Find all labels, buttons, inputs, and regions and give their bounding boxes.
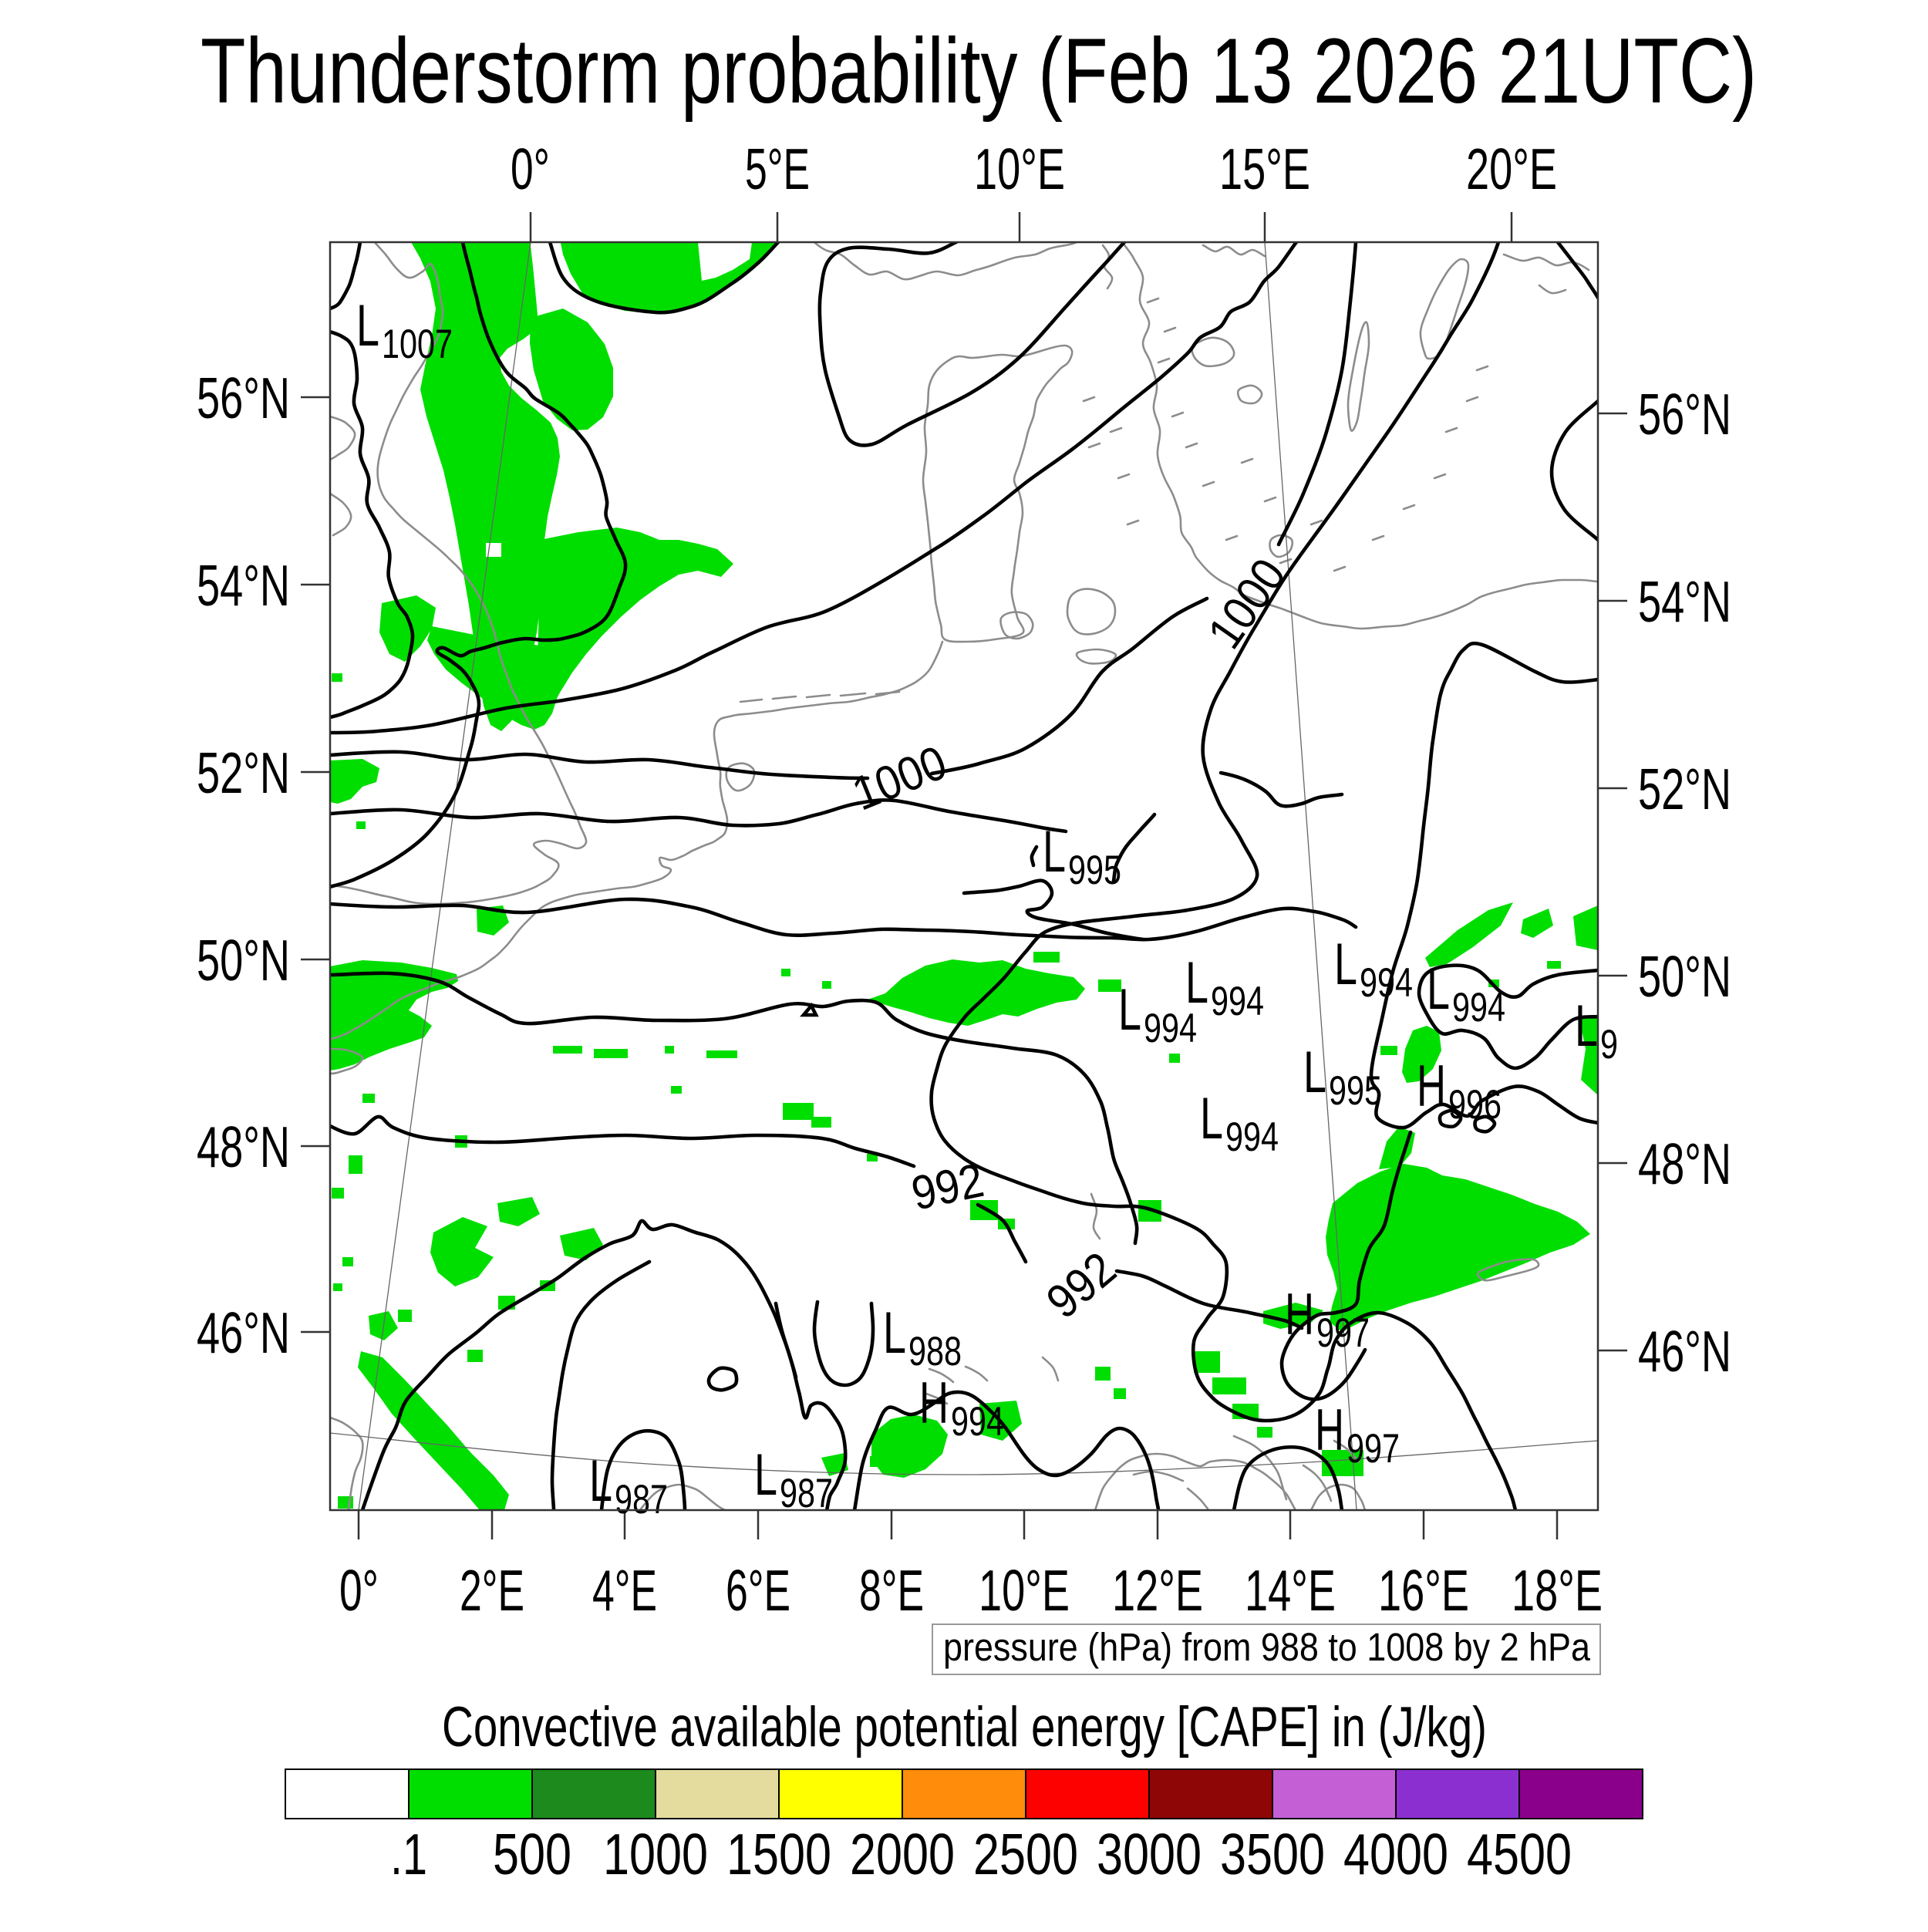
- svg-text:20°E: 20°E: [1466, 137, 1557, 201]
- svg-text:994: 994: [1144, 1006, 1197, 1051]
- svg-text:1007: 1007: [382, 322, 453, 367]
- svg-text:56°N: 56°N: [197, 366, 290, 430]
- svg-text:H: H: [1285, 1282, 1314, 1347]
- svg-text:997: 997: [1316, 1310, 1370, 1356]
- svg-text:995: 995: [1068, 848, 1121, 893]
- svg-text:H: H: [1315, 1398, 1344, 1463]
- svg-text:L: L: [1427, 956, 1450, 1022]
- svg-text:3000: 3000: [1097, 1822, 1202, 1886]
- svg-text:pressure (hPa) from 988 to 100: pressure (hPa) from 988 to 1008 by 2 hPa: [943, 1625, 1591, 1669]
- svg-text:994: 994: [1360, 960, 1413, 1006]
- svg-text:10°E: 10°E: [979, 1558, 1070, 1623]
- svg-text:997: 997: [1347, 1426, 1400, 1472]
- svg-text:H: H: [919, 1371, 949, 1436]
- svg-text:15°E: 15°E: [1219, 137, 1310, 201]
- svg-text:996: 996: [1448, 1082, 1502, 1128]
- svg-text:46°N: 46°N: [1638, 1319, 1731, 1384]
- svg-text:3500: 3500: [1220, 1822, 1325, 1886]
- svg-text:L: L: [883, 1300, 906, 1366]
- svg-text:L: L: [589, 1448, 612, 1514]
- svg-text:L: L: [1185, 950, 1208, 1016]
- svg-text:.1: .1: [390, 1822, 427, 1886]
- svg-text:8°E: 8°E: [859, 1558, 924, 1623]
- svg-text:2°E: 2°E: [460, 1558, 524, 1623]
- svg-text:14°E: 14°E: [1245, 1558, 1336, 1623]
- svg-text:L: L: [754, 1442, 777, 1508]
- svg-text:987: 987: [615, 1477, 668, 1522]
- svg-text:988: 988: [908, 1329, 962, 1374]
- svg-text:L: L: [356, 293, 379, 359]
- svg-text:994: 994: [951, 1399, 1004, 1445]
- svg-text:2000: 2000: [850, 1822, 955, 1886]
- svg-text:52°N: 52°N: [197, 740, 290, 805]
- svg-text:18°E: 18°E: [1512, 1558, 1603, 1623]
- svg-text:L: L: [1303, 1040, 1326, 1105]
- svg-text:0°: 0°: [511, 137, 550, 201]
- svg-text:L: L: [1043, 819, 1066, 885]
- svg-text:Thunderstorm probability (Feb: Thunderstorm probability (Feb 13 2026 21…: [201, 19, 1757, 123]
- svg-text:4000: 4000: [1343, 1822, 1448, 1886]
- svg-text:52°N: 52°N: [1638, 757, 1731, 821]
- svg-text:995: 995: [1329, 1068, 1382, 1114]
- svg-text:54°N: 54°N: [197, 553, 290, 618]
- svg-text:12°E: 12°E: [1112, 1558, 1203, 1623]
- svg-text:1500: 1500: [726, 1822, 831, 1886]
- svg-text:4°E: 4°E: [592, 1558, 657, 1623]
- svg-text:9: 9: [1600, 1022, 1618, 1067]
- svg-text:Convective available potential: Convective available potential energy [C…: [442, 1696, 1487, 1758]
- svg-text:54°N: 54°N: [1638, 569, 1731, 634]
- svg-text:50°N: 50°N: [197, 928, 290, 993]
- svg-text:10°E: 10°E: [974, 137, 1065, 201]
- svg-text:994: 994: [1225, 1114, 1279, 1160]
- svg-text:0°: 0°: [339, 1558, 379, 1623]
- svg-text:2500: 2500: [973, 1822, 1078, 1886]
- svg-text:500: 500: [493, 1822, 571, 1886]
- svg-text:6°E: 6°E: [726, 1558, 790, 1623]
- svg-text:L: L: [1118, 977, 1141, 1043]
- svg-text:L: L: [1575, 993, 1598, 1059]
- svg-text:L: L: [1200, 1086, 1223, 1151]
- svg-text:50°N: 50°N: [1638, 944, 1731, 1009]
- svg-text:48°N: 48°N: [197, 1114, 290, 1179]
- svg-text:48°N: 48°N: [1638, 1131, 1731, 1196]
- svg-text:56°N: 56°N: [1638, 382, 1731, 447]
- svg-text:H: H: [1417, 1054, 1446, 1119]
- svg-text:4500: 4500: [1467, 1822, 1572, 1886]
- svg-text:1000: 1000: [603, 1822, 708, 1886]
- svg-text:994: 994: [1452, 985, 1505, 1030]
- svg-text:L: L: [1334, 932, 1357, 997]
- svg-text:16°E: 16°E: [1378, 1558, 1469, 1623]
- svg-text:994: 994: [1211, 979, 1264, 1024]
- svg-text:5°E: 5°E: [745, 137, 810, 201]
- svg-text:46°N: 46°N: [197, 1300, 290, 1365]
- svg-text:987: 987: [780, 1471, 833, 1516]
